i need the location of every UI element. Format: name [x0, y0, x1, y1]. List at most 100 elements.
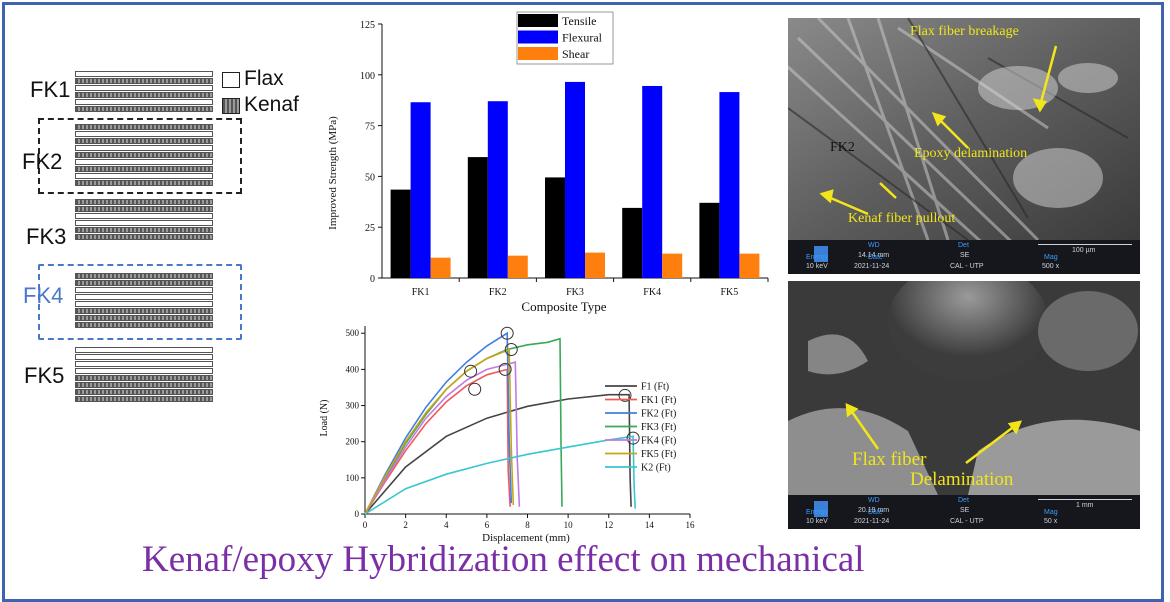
line-series-fk1	[364, 368, 511, 515]
line-x-tick-label: 12	[604, 520, 613, 530]
line-series-fk2	[364, 331, 513, 515]
line-x-tick-label: 8	[525, 520, 530, 530]
kenaf-layer	[75, 382, 213, 388]
bar-legend-swatch	[518, 47, 558, 60]
kenaf-layer	[75, 227, 213, 233]
fk4-label: FK4	[23, 283, 64, 308]
kenaf-legend-label: Kenaf	[244, 93, 299, 116]
kenaf-layer	[75, 396, 213, 402]
sem-top-mag-label: Mag	[1044, 254, 1058, 261]
line-chart-xlabel: Displacement (mm)	[482, 532, 570, 544]
failure-marker	[498, 362, 512, 376]
bar-flexural-fk5	[719, 92, 740, 279]
flax-layer	[75, 220, 213, 226]
flax-layer	[75, 85, 213, 91]
failure-marker	[468, 382, 482, 396]
kenaf-layer	[75, 166, 213, 172]
bar-chart-xlabel: Composite Type	[521, 299, 606, 314]
sem-top-annotation-fk2: FK2	[830, 140, 855, 155]
line-x-tick-label: 10	[564, 520, 574, 530]
sem-top-energy-label: Energy	[806, 254, 829, 261]
sem-bottom-date-label: Date	[868, 509, 883, 516]
bar-chart-ylabel: Improved Strength (MPa)	[327, 116, 339, 230]
bar-legend-swatch	[518, 14, 558, 27]
bar-shear-fk4	[662, 253, 683, 278]
line-chart-legend: F1 (Ft) FK1 (Ft) FK2 (Ft) FK3 (Ft) FK4 (Ft) F…	[605, 382, 676, 474]
flax-layer	[75, 354, 213, 360]
sem-top-det-label: Det	[958, 242, 969, 249]
line-series-f1	[364, 393, 632, 515]
bar-legend-label: Shear	[562, 47, 589, 61]
bar-tensile-fk1	[390, 189, 411, 278]
kenaf-layer	[75, 280, 213, 286]
kenaf-layer	[75, 199, 213, 205]
flax-layer	[75, 99, 213, 105]
bar-tensile-fk3	[545, 177, 565, 278]
line-legend-label: FK1 (Ft)	[641, 395, 676, 406]
flax-layer	[75, 301, 213, 307]
bar-x-tick-label: FK2	[489, 287, 507, 298]
sem-bottom-energy-label: Energy	[806, 509, 829, 516]
flax-layer	[75, 159, 213, 165]
sem-top-info-bar: WD 14.14 mm Det SE Energy 10 keV Date 20…	[788, 240, 1140, 274]
line-x-tick-label: 14	[645, 520, 655, 530]
fk2-label: FK2	[22, 149, 63, 174]
sem-bottom-scale-bar	[1038, 499, 1132, 500]
strength-bar-chart: 0 25 50 75 100 125 FK1 FK2 FK3 FK4 FK5 Improved St…	[327, 11, 769, 314]
sem-top-date-label: Date	[868, 254, 883, 261]
kenaf-layer	[75, 106, 213, 112]
kenaf-layer	[75, 308, 213, 314]
flax-layer	[75, 294, 213, 300]
sem-top-logo-icon	[814, 246, 828, 262]
fk2-highlight-box	[38, 118, 242, 194]
bar-tensile-fk4	[622, 207, 643, 278]
sem-top-date: 2021-11-24	[854, 263, 890, 270]
line-x-tick-label: 4	[444, 520, 449, 530]
line-series-fk4	[364, 361, 521, 515]
line-x-tick-label: 6	[485, 520, 490, 530]
sem-top-annotation-epoxy: Epoxy delamination	[914, 146, 1028, 161]
flax-layer	[75, 347, 213, 353]
line-legend-label: FK3 (Ft)	[641, 422, 676, 433]
bar-flexural-fk2	[487, 101, 508, 278]
sem-bottom-texture	[788, 281, 1140, 495]
sem-bottom-lab: CAL - UTP	[950, 518, 984, 525]
flax-legend-label: Flax	[244, 67, 284, 90]
sem-bottom-wd: 20.19 mm	[858, 507, 890, 514]
failure-marker	[618, 388, 632, 402]
sem-bottom-energy: 10 keV	[806, 518, 828, 525]
figure-caption: Kenaf/epoxy Hybridization effect on mech…	[142, 539, 865, 580]
bar-y-tick-label: 0	[370, 274, 375, 285]
bar-shear-fk3	[585, 252, 605, 278]
sem-bottom-det-label: Det	[958, 497, 969, 504]
sem-top-annotation-flax-breakage: Flax fiber breakage	[910, 24, 1019, 39]
line-chart-ylabel: Load (N)	[319, 400, 330, 437]
line-series-k2	[364, 435, 636, 515]
bar-chart-legend: Tensile Flexural Shear	[516, 11, 614, 65]
kenaf-layer	[75, 273, 213, 279]
fk3-stack	[75, 199, 213, 241]
fk4-stack	[75, 273, 213, 329]
kenaf-layer	[75, 206, 213, 212]
kenaf-layer	[75, 152, 213, 158]
kenaf-legend-swatch	[222, 98, 240, 114]
kenaf-layer	[75, 389, 213, 395]
fk5-label: FK5	[24, 363, 65, 388]
flax-layer	[75, 145, 213, 151]
bar-y-tick-label: 75	[365, 122, 375, 133]
fk5-stack	[75, 347, 213, 403]
line-x-tick-label: 2	[403, 520, 408, 530]
bar-y-tick-label: 125	[360, 20, 375, 31]
sem-top-lab: CAL - UTP	[950, 263, 984, 270]
fk1-stack	[75, 71, 213, 113]
kenaf-layer	[75, 180, 213, 186]
line-legend-label: FK5 (Ft)	[641, 449, 676, 460]
flax-layer	[75, 361, 213, 367]
sem-bottom-det: SE	[960, 507, 970, 514]
flax-layer	[75, 173, 213, 179]
failure-marker	[500, 326, 514, 340]
fk4-highlight-box	[38, 264, 242, 340]
bar-y-tick-label: 50	[365, 172, 375, 183]
kenaf-layer	[75, 375, 213, 381]
bar-tensile-fk5	[699, 202, 720, 278]
